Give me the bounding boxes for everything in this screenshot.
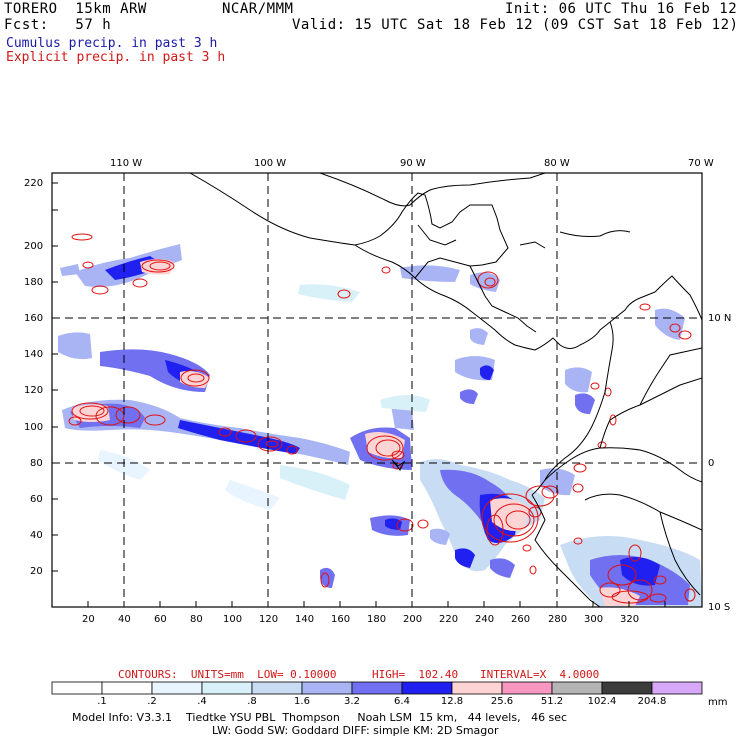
lon-label-110w: 110 W: [110, 158, 143, 169]
x-tick: 280: [548, 614, 568, 625]
y-tick: 120: [24, 385, 44, 396]
model-title: TORERO 15km ARW: [4, 1, 147, 17]
contour-info: CONTOURS: UNITS=mm LOW= 0.10000: [118, 668, 337, 681]
colorbar-swatch: [301, 681, 353, 695]
x-tick: 120: [259, 614, 279, 625]
colorbar-label: 1.6: [294, 696, 310, 707]
x-tick: 180: [367, 614, 387, 625]
coastlines: [189, 173, 702, 607]
legend-explicit: Explicit precip. in past 3 h: [6, 50, 226, 65]
colorbar-swatch: [451, 681, 503, 695]
colorbar-swatch: [401, 681, 453, 695]
colorbar-label: 204.8: [637, 696, 667, 707]
colorbar-label: 3.2: [344, 696, 360, 707]
legend-cumulus: Cumulus precip. in past 3 h: [6, 36, 218, 51]
valid-time: Valid: 15 UTC Sat 18 Feb 12 (09 CST Sat …: [292, 17, 739, 33]
y-tick: 80: [30, 458, 43, 469]
colorbar-label: 102.4: [587, 696, 617, 707]
colorbar-swatch: [251, 681, 303, 695]
y-tick: 140: [24, 349, 44, 360]
colorbar-swatch: [51, 681, 103, 695]
colorbar-swatch: [651, 681, 703, 695]
colorbar-label: .8: [247, 696, 257, 707]
x-tick: 40: [118, 614, 131, 625]
lon-label-90w: 90 W: [400, 158, 426, 169]
colorbar-label: 25.6: [490, 696, 514, 707]
lon-label-80w: 80 W: [544, 158, 570, 169]
x-tick: 320: [620, 614, 640, 625]
precip-shading: [58, 244, 702, 607]
y-tick: 160: [24, 313, 44, 324]
colorbar-swatch: [101, 681, 153, 695]
colorbar-swatch: [151, 681, 203, 695]
y-tick: 200: [24, 241, 44, 252]
y-tick: 180: [24, 277, 44, 288]
colorbar-swatch: [201, 681, 253, 695]
colorbar-swatch: [601, 681, 653, 695]
x-tick: 160: [331, 614, 351, 625]
forecast-hour: Fcst: 57 h: [4, 17, 112, 33]
org-label: NCAR/MMM: [222, 1, 294, 17]
colorbar: [51, 681, 703, 695]
model-info: Model Info: V3.3.1 Tiedtke YSU PBL Thomp…: [72, 711, 568, 724]
latlon-grid: [52, 173, 702, 607]
y-tick: 60: [30, 494, 43, 505]
colorbar-swatch: [551, 681, 603, 695]
model-physics: LW: Godd SW: Goddard DIFF: simple KM: 2D…: [212, 724, 499, 737]
y-tick: 20: [30, 566, 43, 577]
contour-interval: INTERVAL=X 4.0000: [480, 668, 600, 681]
lon-label-70w: 70 W: [688, 158, 714, 169]
x-tick: 240: [475, 614, 495, 625]
colorbar-label: .2: [147, 696, 157, 707]
x-tick: 80: [190, 614, 203, 625]
colorbar-unit: mm: [708, 697, 728, 708]
contour-high: HIGH= 102.40: [372, 668, 459, 681]
x-tick: 100: [223, 614, 243, 625]
x-tick: 260: [511, 614, 531, 625]
x-tick: 60: [154, 614, 167, 625]
lat-label-0: 0: [708, 458, 715, 469]
x-tick: 200: [403, 614, 423, 625]
colorbar-label: 51.2: [540, 696, 564, 707]
axis-ticks: [52, 182, 666, 607]
lat-label-10n: 10 N: [708, 313, 732, 324]
x-tick: 20: [82, 614, 95, 625]
lon-label-100w: 100 W: [254, 158, 287, 169]
y-tick: 100: [24, 422, 44, 433]
colorbar-label: 12.8: [440, 696, 464, 707]
colorbar-label: 6.4: [394, 696, 410, 707]
lat-label-10s: 10 S: [708, 602, 731, 613]
colorbar-swatch: [351, 681, 403, 695]
colorbar-label: .4: [197, 696, 207, 707]
y-tick: 220: [24, 178, 44, 189]
colorbar-swatch: [501, 681, 553, 695]
init-time: Init: 06 UTC Thu 16 Feb 12: [505, 1, 738, 17]
y-tick: 40: [30, 530, 43, 541]
colorbar-label: .1: [97, 696, 107, 707]
x-tick: 300: [584, 614, 604, 625]
x-tick: 220: [439, 614, 459, 625]
explicit-contours: [68, 233, 696, 604]
x-tick: 140: [295, 614, 315, 625]
